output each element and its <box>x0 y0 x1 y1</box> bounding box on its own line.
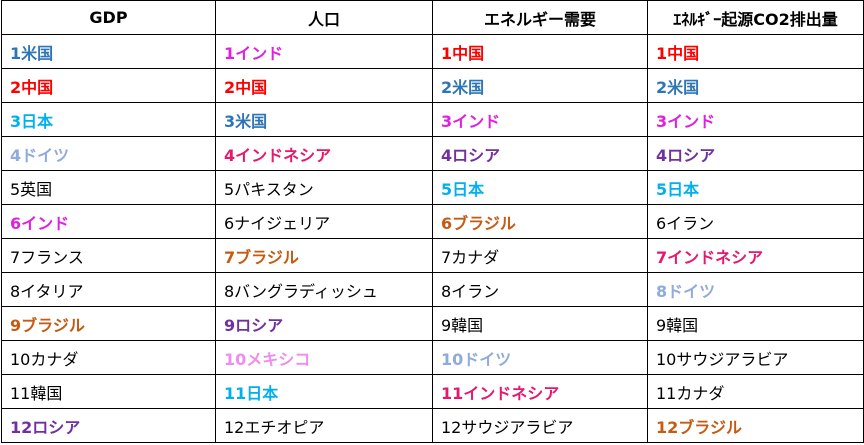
rank-cell-gdp: 1米国 <box>1 34 216 69</box>
table-row: 12ロシア 12エチオピア 12サウジアラビア 12ブラジル <box>1 408 864 443</box>
header-population: 人口 <box>215 0 433 35</box>
header-gdp: GDP <box>1 0 216 35</box>
rank-cell-population: 3米国 <box>215 102 433 137</box>
rank-cell-energy-demand: 1中国 <box>432 34 648 69</box>
rank-cell-co2-emissions: 9韓国 <box>647 306 864 341</box>
rank-cell-gdp: 4ドイツ <box>1 136 216 171</box>
rank-cell-energy-demand: 6ブラジル <box>432 204 648 239</box>
rank-cell-energy-demand: 2米国 <box>432 68 648 103</box>
rank-cell-co2-emissions: 12ブラジル <box>647 408 864 443</box>
rank-cell-gdp: 9ブラジル <box>1 306 216 341</box>
table-row: 6インド 6ナイジェリア 6ブラジル 6イラン <box>1 204 864 239</box>
rank-cell-energy-demand: 3インド <box>432 102 648 137</box>
rank-cell-co2-emissions: 1中国 <box>647 34 864 69</box>
rank-cell-gdp: 8イタリア <box>1 272 216 307</box>
rank-cell-co2-emissions: 6イラン <box>647 204 864 239</box>
rank-cell-gdp: 2中国 <box>1 68 216 103</box>
rank-cell-population: 1インド <box>215 34 433 69</box>
rank-cell-co2-emissions: 3インド <box>647 102 864 137</box>
rank-cell-gdp: 7フランス <box>1 238 216 273</box>
table-row: 1米国 1インド 1中国 1中国 <box>1 34 864 69</box>
rank-cell-gdp: 6インド <box>1 204 216 239</box>
table-row: 5英国 5パキスタン 5日本 5日本 <box>1 170 864 205</box>
rank-cell-co2-emissions: 7インドネシア <box>647 238 864 273</box>
table-row: 7フランス 7ブラジル 7カナダ 7インドネシア <box>1 238 864 273</box>
rank-cell-gdp: 12ロシア <box>1 408 216 443</box>
rank-cell-population: 7ブラジル <box>215 238 433 273</box>
table-row: 11韓国 11日本 11インドネシア 11カナダ <box>1 374 864 409</box>
rank-cell-population: 4インドネシア <box>215 136 433 171</box>
rank-cell-energy-demand: 4ロシア <box>432 136 648 171</box>
rank-cell-energy-demand: 7カナダ <box>432 238 648 273</box>
rank-cell-population: 12エチオピア <box>215 408 433 443</box>
rank-cell-energy-demand: 5日本 <box>432 170 648 205</box>
rank-cell-gdp: 3日本 <box>1 102 216 137</box>
rank-cell-energy-demand: 10ドイツ <box>432 340 648 375</box>
table-row: 8イタリア 8バングラディッシュ 8イラン 8ドイツ <box>1 272 864 307</box>
rank-cell-population: 5パキスタン <box>215 170 433 205</box>
table-row: 10カナダ 10メキシコ 10ドイツ 10サウジアラビア <box>1 340 864 375</box>
rank-cell-co2-emissions: 5日本 <box>647 170 864 205</box>
header-energy-demand: エネルギー需要 <box>432 0 648 35</box>
rank-cell-population: 8バングラディッシュ <box>215 272 433 307</box>
rank-cell-energy-demand: 8イラン <box>432 272 648 307</box>
table-row: 4ドイツ 4インドネシア 4ロシア 4ロシア <box>1 136 864 171</box>
rank-cell-co2-emissions: 2米国 <box>647 68 864 103</box>
table-row: 9ブラジル 9ロシア 9韓国 9韓国 <box>1 306 864 341</box>
rank-cell-co2-emissions: 4ロシア <box>647 136 864 171</box>
header-row: GDP 人口 エネルギー需要 ｴﾈﾙｷﾞｰ起源CO2排出量 <box>1 0 864 35</box>
rank-cell-population: 11日本 <box>215 374 433 409</box>
rank-cell-co2-emissions: 8ドイツ <box>647 272 864 307</box>
rank-cell-gdp: 10カナダ <box>1 340 216 375</box>
header-co2-emissions: ｴﾈﾙｷﾞｰ起源CO2排出量 <box>647 0 864 35</box>
rank-cell-co2-emissions: 10サウジアラビア <box>647 340 864 375</box>
rank-cell-gdp: 5英国 <box>1 170 216 205</box>
rank-cell-population: 9ロシア <box>215 306 433 341</box>
rank-cell-population: 2中国 <box>215 68 433 103</box>
table-row: 3日本 3米国 3インド 3インド <box>1 102 864 137</box>
table-row: 2中国 2中国 2米国 2米国 <box>1 68 864 103</box>
rank-cell-gdp: 11韓国 <box>1 374 216 409</box>
rank-cell-energy-demand: 12サウジアラビア <box>432 408 648 443</box>
rank-cell-co2-emissions: 11カナダ <box>647 374 864 409</box>
ranking-body: 1米国 1インド 1中国 1中国 2中国 2中国 2米国 2米国 3日本 3米国 3インド 3インド 4… <box>1 34 864 443</box>
rank-cell-energy-demand: 9韓国 <box>432 306 648 341</box>
rank-cell-population: 10メキシコ <box>215 340 433 375</box>
rank-cell-energy-demand: 11インドネシア <box>432 374 648 409</box>
rank-cell-population: 6ナイジェリア <box>215 204 433 239</box>
